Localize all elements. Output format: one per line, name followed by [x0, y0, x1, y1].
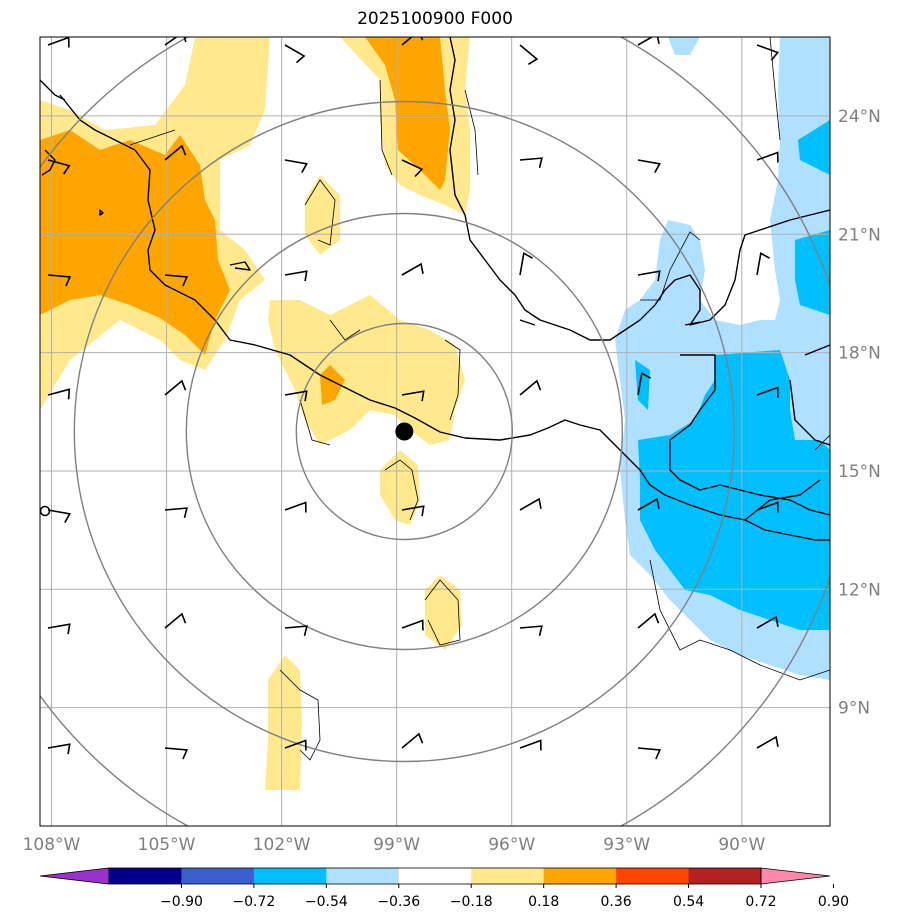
lat-tick-label: 12°N [838, 580, 881, 600]
wind-barb [401, 619, 424, 631]
map-title: 2025100900 F000 [357, 9, 513, 29]
wind-barb [284, 390, 308, 402]
wind-barb [284, 44, 306, 64]
wind-barb [164, 37, 187, 46]
wind-barb [637, 747, 662, 760]
wind-barb [637, 270, 661, 282]
colorbar-segment [543, 868, 617, 884]
colorbar-frame [108, 867, 762, 885]
lon-tick-label: 90°W [718, 835, 765, 855]
wind-barb [519, 379, 542, 396]
wind-barb [164, 144, 187, 161]
range-rings [40, 37, 830, 826]
colorbar-segment [181, 868, 255, 884]
wind-barb [164, 612, 187, 629]
wind-barb [401, 732, 424, 749]
colorbar-segment [326, 868, 400, 884]
wind-barb [519, 625, 543, 636]
wind-barb [284, 501, 307, 513]
wind-barb [284, 159, 308, 173]
plot-frame [39, 36, 831, 827]
storm-center-marker [395, 422, 414, 441]
wind-barb [284, 270, 308, 282]
lon-tick-label: 99°W [373, 835, 420, 855]
lon-tick-label: 108°W [23, 835, 81, 855]
colorbar-tick-label: 0.72 [745, 894, 776, 910]
lat-tick-label: 15°N [838, 462, 881, 482]
wind-barb [164, 274, 189, 287]
longitude-labels: 108°W 105°W 102°W 99°W 96°W 93°W 90°W [23, 835, 766, 855]
colorbar-tick-label: 0.90 [818, 894, 849, 910]
lat-tick-label: 21°N [838, 225, 881, 245]
wind-barb [47, 388, 71, 400]
coastlines [40, 37, 830, 541]
grid-lines [40, 37, 830, 826]
wind-barb [637, 159, 661, 173]
wind-barb [164, 747, 189, 760]
wind-barb [637, 497, 660, 511]
state-borders [129, 37, 830, 761]
range-ring [185, 212, 624, 651]
lon-tick-label: 102°W [253, 835, 311, 855]
colorbar-tick-label: 0.54 [673, 894, 704, 910]
range-ring [295, 322, 514, 541]
wind-barb [47, 159, 71, 175]
range-ring [73, 100, 736, 763]
colorbar-extension-high [760, 867, 831, 885]
wind-barb [519, 739, 542, 751]
latitude-labels: 9°N 12°N 15°N 18°N 21°N 24°N [838, 107, 881, 719]
wind-barb [47, 274, 72, 287]
colorbar-tick-label: −0.36 [377, 894, 420, 910]
colorbar-segment [253, 868, 327, 884]
colorbar-segment [688, 868, 762, 884]
wind-barb [637, 612, 660, 629]
colorbar-segment [616, 868, 690, 884]
wind-barb [756, 386, 779, 398]
wind-barb [401, 505, 425, 517]
wind-barb [47, 509, 71, 523]
colorbar-tick-label: 0.18 [528, 894, 559, 910]
lat-tick-label: 9°N [838, 699, 870, 719]
wind-barb [637, 37, 660, 46]
wind-barb [637, 372, 651, 396]
wind-barb [519, 252, 533, 276]
wind-barb [401, 390, 425, 402]
wind-barb [164, 379, 187, 396]
lon-tick-label: 93°W [603, 835, 650, 855]
lon-tick-label: 105°W [138, 835, 196, 855]
wind-barb [756, 44, 780, 61]
wind-barb [47, 623, 71, 635]
colorbar: −0.90 −0.72 −0.54 −0.36 −0.18 0.18 0.36 0.54 0.7… [39, 867, 849, 910]
wind-barb [756, 151, 779, 163]
wind-barb [519, 157, 543, 168]
colorbar-segment [109, 868, 182, 884]
wind-barb [284, 739, 307, 751]
plot-area [40, 37, 830, 826]
lat-tick-label: 18°N [838, 344, 881, 364]
colorbar-tick-label: −0.90 [160, 894, 203, 910]
colorbar-extension-low [39, 867, 110, 885]
wind-barb [401, 262, 424, 276]
lat-tick-label: 24°N [838, 107, 881, 127]
colorbar-tick-label: −0.18 [450, 894, 493, 910]
wind-barb [756, 735, 779, 749]
colorbar-tick-label: 0.36 [601, 894, 632, 910]
strong-negative-anomaly-fill [635, 120, 830, 630]
wind-barb [401, 159, 424, 178]
wind-barb [756, 252, 770, 276]
wind-barb [164, 507, 188, 518]
wind-barb [519, 44, 539, 65]
wind-barb [756, 501, 779, 513]
colorbar-tick-label: −0.54 [305, 894, 348, 910]
wind-barb [519, 497, 542, 511]
lon-tick-label: 96°W [488, 835, 535, 855]
wind-barb [284, 625, 308, 636]
wind-barb [47, 743, 71, 755]
colorbar-segment [398, 868, 472, 884]
wind-barb [756, 615, 779, 629]
colorbar-tick-label: −0.72 [232, 894, 275, 910]
colorbar-segment [471, 868, 545, 884]
